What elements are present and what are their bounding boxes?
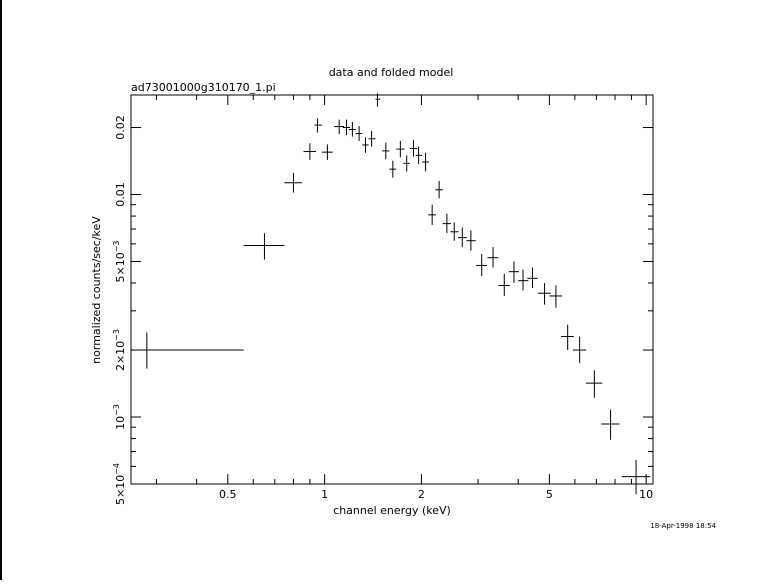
y-axis-label: normalized counts/sec/keV xyxy=(90,216,103,364)
plot-frame xyxy=(130,94,654,485)
data-point xyxy=(450,222,459,241)
data-point xyxy=(561,324,574,351)
x-tick-label: 0.5 xyxy=(219,488,237,501)
data-point xyxy=(527,267,538,289)
data-point xyxy=(549,285,563,308)
data-point xyxy=(382,142,390,160)
data-point xyxy=(284,172,302,193)
chart-subtitle: ad73001000g310170_1.pi xyxy=(131,81,276,94)
data-point xyxy=(368,130,376,147)
y-tick-label: 2×10−3 xyxy=(112,329,127,371)
data-point xyxy=(537,283,552,305)
data-point xyxy=(389,160,397,178)
data-point xyxy=(303,143,316,160)
x-tick-label: 1 xyxy=(321,488,328,501)
y-tick-label: 5×10−3 xyxy=(112,240,127,282)
data-point xyxy=(321,144,333,160)
x-tick-labels: 0.5 1 2 5 10 xyxy=(219,488,653,501)
data-point xyxy=(458,227,467,248)
data-point xyxy=(375,93,381,107)
data-point xyxy=(601,409,620,440)
y-tick-labels: 5×10−4 10−3 2×10−3 5×10−3 0.01 0.02 xyxy=(112,115,127,505)
data-point xyxy=(355,126,363,141)
data-point xyxy=(572,336,587,363)
data-point xyxy=(428,204,436,225)
data-point xyxy=(518,269,529,291)
window-left-border xyxy=(0,0,2,580)
data-point xyxy=(415,146,423,165)
data-point xyxy=(586,370,603,398)
data-point xyxy=(131,332,244,369)
data-point xyxy=(342,119,351,136)
data-point xyxy=(243,233,285,260)
timestamp: 18-Apr-1998 18:54 xyxy=(650,522,716,530)
y-tick-label: 5×10−4 xyxy=(112,463,127,505)
x-tick-label: 10 xyxy=(639,488,653,501)
data-point xyxy=(442,213,451,234)
data-point xyxy=(466,230,476,251)
data-point xyxy=(476,254,488,277)
data-point xyxy=(396,140,405,158)
data-point xyxy=(435,180,443,199)
data-point xyxy=(508,261,519,284)
x-axis-label: channel energy (keV) xyxy=(333,504,451,517)
data-point xyxy=(403,155,410,172)
data-point xyxy=(409,139,418,157)
y-tick-label: 0.01 xyxy=(114,182,127,207)
data-points xyxy=(131,93,651,495)
axis-ticks xyxy=(131,95,653,485)
data-point xyxy=(314,118,322,133)
x-tick-label: 5 xyxy=(546,488,553,501)
x-tick-label: 2 xyxy=(418,488,425,501)
data-point xyxy=(362,137,369,153)
data-point xyxy=(498,273,510,296)
chart-title: data and folded model xyxy=(329,66,454,79)
data-point xyxy=(621,460,651,495)
y-tick-label: 0.02 xyxy=(114,115,127,140)
y-tick-label: 10−3 xyxy=(112,404,127,430)
data-point xyxy=(487,247,499,268)
data-point xyxy=(348,121,356,137)
data-point xyxy=(334,119,345,135)
data-point xyxy=(422,152,429,172)
